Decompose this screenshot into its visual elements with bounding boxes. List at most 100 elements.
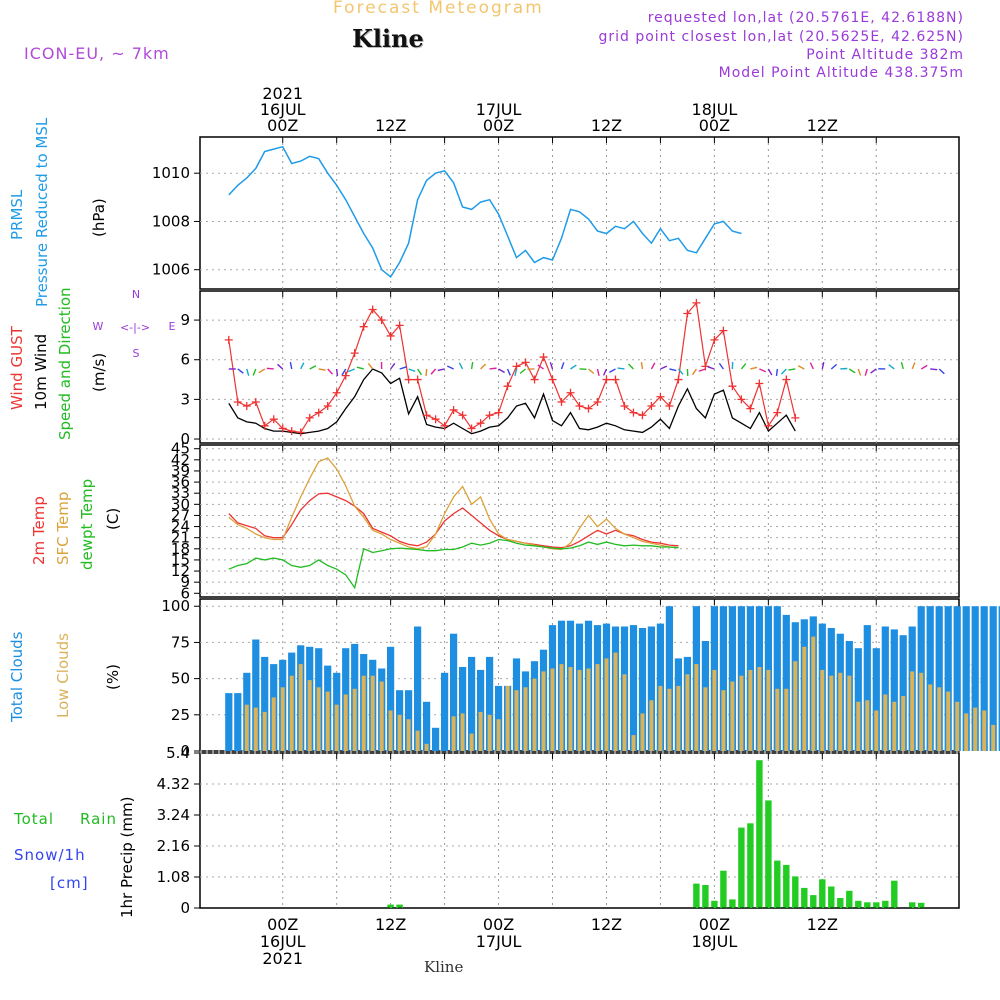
total-clouds-bar xyxy=(459,667,467,751)
low-clouds-bar xyxy=(532,678,537,751)
low-clouds-bar xyxy=(892,701,897,751)
wind-gust-point xyxy=(278,424,287,433)
low-clouds-bar xyxy=(757,667,762,751)
wind-direction-arrow xyxy=(775,368,779,377)
wind-direction-arrow xyxy=(356,366,364,370)
low-clouds-bar xyxy=(622,674,627,751)
y-tick-label-4: 3.24 xyxy=(157,806,190,824)
y-tick-label-2: 6 xyxy=(180,584,190,602)
wind-gust-point xyxy=(584,404,593,413)
low-clouds-bar xyxy=(721,690,726,751)
total-clouds-bar xyxy=(468,656,476,751)
low-clouds-bar xyxy=(991,724,996,751)
y-tick-label-0: 1008 xyxy=(152,212,190,230)
wind-gust-point xyxy=(359,322,368,331)
low-clouds-bar xyxy=(847,675,852,751)
low-clouds-bar xyxy=(811,636,816,751)
wind-gust-point xyxy=(404,375,413,384)
wind-direction-arrow xyxy=(514,368,518,376)
total-clouds-bar xyxy=(261,656,269,751)
compass-east: E xyxy=(169,320,176,333)
low-clouds-bar xyxy=(775,688,780,751)
wind-gust-point xyxy=(476,419,485,428)
wind-direction-arrow xyxy=(911,362,916,370)
bottom-time-label: 00Z xyxy=(267,915,298,934)
low-clouds-bar xyxy=(343,694,348,751)
total-clouds-bar xyxy=(225,693,233,751)
top-time-label: 12Z xyxy=(591,116,622,135)
y-tick-label-2: 21 xyxy=(171,529,190,547)
wind-gust-point xyxy=(395,321,404,330)
wind-gust-point xyxy=(791,413,800,422)
y-tick-label-2: 30 xyxy=(171,495,190,513)
low-clouds-bar xyxy=(253,707,258,751)
low-clouds-bar xyxy=(910,671,915,751)
low-clouds-bar xyxy=(730,681,735,751)
total-clouds-bar xyxy=(899,635,907,751)
low-clouds-bar xyxy=(640,713,645,751)
total-clouds-bar xyxy=(432,727,440,751)
rain-bar xyxy=(729,899,736,908)
low-clouds-bar xyxy=(523,687,528,751)
wind-direction-arrow xyxy=(698,368,706,372)
rain-bar xyxy=(828,886,835,908)
wind-gust-point xyxy=(746,404,755,413)
y-tick-label-1: 3 xyxy=(180,390,190,408)
compass-south: S xyxy=(133,347,140,360)
low-clouds-bar xyxy=(505,685,510,751)
rain-bar xyxy=(396,904,403,908)
top-time-label: 12Z xyxy=(807,116,838,135)
total-clouds-bar xyxy=(234,693,242,751)
top-time-label: 16JUL xyxy=(260,100,306,119)
low-clouds-bar xyxy=(469,733,474,751)
y-tick-label-0: 1010 xyxy=(152,164,190,182)
wind-direction-arrow xyxy=(888,364,895,370)
wind-gust-point xyxy=(638,411,647,420)
low-clouds-bar xyxy=(271,697,276,751)
wind-direction-arrow xyxy=(718,362,724,370)
rain-bar xyxy=(792,876,799,908)
top-time-label: 17JUL xyxy=(476,100,522,119)
y-tick-label-4: 4.32 xyxy=(157,775,190,793)
wind-gust-point xyxy=(539,353,548,362)
wind-gust-point xyxy=(782,375,791,384)
total-clouds-bar xyxy=(477,669,485,751)
total-clouds-bar xyxy=(450,633,458,751)
y-tick-label-1: 0 xyxy=(180,430,190,448)
y-tick-label-1: 9 xyxy=(180,311,190,329)
low-clouds-bar xyxy=(955,701,960,751)
y-tick-label-4: 5.4 xyxy=(166,744,190,762)
total-clouds-bar xyxy=(953,606,961,751)
low-clouds-bar xyxy=(748,669,753,751)
total-clouds-bar xyxy=(782,614,790,751)
rain-bar xyxy=(918,902,925,908)
low-clouds-bar xyxy=(712,669,717,751)
wind-gust-point xyxy=(683,309,692,318)
low-clouds-bar xyxy=(487,714,492,751)
requested-coords: requested lon,lat (20.5761E, 42.6188N) xyxy=(647,10,964,26)
wind-direction-arrow xyxy=(740,363,747,370)
top-time-label: 00Z xyxy=(483,116,514,135)
rain-bar xyxy=(891,880,898,908)
bottom-time-label: 00Z xyxy=(483,915,514,934)
low-clouds-bar xyxy=(298,664,303,751)
total-clouds-bar xyxy=(962,606,970,751)
y-tick-label-2: 33 xyxy=(171,484,190,502)
low-clouds-bar xyxy=(982,710,987,751)
wind-direction-arrow xyxy=(650,362,656,370)
low-clouds-bar xyxy=(838,672,843,751)
rain-bar xyxy=(882,900,889,908)
total-clouds-bar xyxy=(971,606,979,751)
y-tick-label-2: 24 xyxy=(171,518,190,536)
low-clouds-bar xyxy=(280,687,285,751)
low-clouds-bar xyxy=(334,704,339,751)
wind-direction-arrow xyxy=(870,368,877,374)
bottom-time-label: 17JUL xyxy=(476,932,522,951)
total-clouds-bar xyxy=(414,626,422,751)
total-clouds-bar xyxy=(944,606,952,751)
bottom-time-label: 2021 xyxy=(262,949,303,968)
wind-direction-arrow xyxy=(767,368,773,376)
low-clouds-bar xyxy=(928,684,933,751)
wind-gust-point xyxy=(314,408,323,417)
y-tick-label-1: 6 xyxy=(180,351,190,369)
